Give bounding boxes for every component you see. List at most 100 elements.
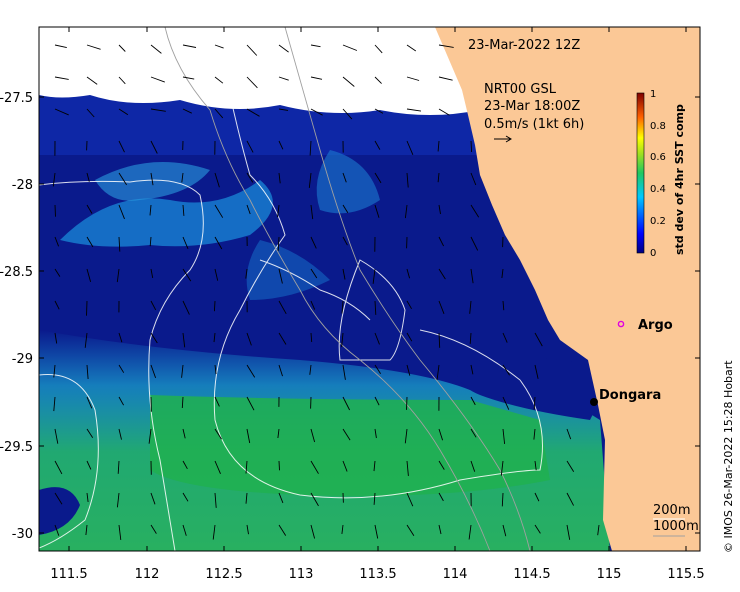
current-vector-arrow (86, 172, 90, 182)
current-vector-arrow (310, 524, 316, 539)
current-vector-arrow (469, 300, 472, 314)
current-vector-arrow (278, 492, 284, 504)
current-vector-arrow (468, 524, 472, 540)
current-vector-arrow (470, 396, 476, 406)
current-vector-arrow (406, 268, 411, 279)
current-vector-arrow (245, 460, 248, 474)
current-vector-arrow (341, 300, 344, 314)
current-time-label: 23-Mar 18:00Z (484, 99, 580, 114)
current-vector-arrow (118, 396, 124, 406)
current-vector-arrow (150, 364, 157, 379)
isobath-legend-200m: 200m (653, 503, 690, 518)
current-vector-arrow (438, 268, 446, 280)
current-vector-arrow (374, 204, 380, 218)
current-vector-arrow (470, 428, 477, 438)
current-vector-arrow (502, 332, 508, 343)
colorbar-tick: 0.4 (650, 184, 666, 195)
current-product-label: NRT00 GSL (484, 82, 557, 97)
current-vector-arrow (310, 44, 321, 48)
current-vector-arrow (406, 460, 409, 476)
current-vector-arrow (342, 396, 351, 411)
x-tick-label: 113.5 (359, 567, 396, 582)
current-vector-arrow (182, 300, 190, 315)
current-vector-arrow (566, 460, 575, 472)
current-vector-arrow (310, 492, 319, 507)
current-vector-arrow (342, 236, 348, 246)
current-vector-arrow (566, 492, 574, 506)
x-axis: 111.5 112 112.5 113 113.5 114 114.5 115 … (50, 27, 705, 582)
current-vector-arrow (54, 236, 60, 247)
current-vector-arrow (534, 332, 543, 347)
current-vector-arrow (214, 396, 220, 407)
land-australia (435, 27, 700, 551)
current-vector-arrow (182, 236, 189, 249)
isobath-line (164, 27, 491, 551)
current-vector-arrow (533, 396, 536, 410)
current-vector-arrow (86, 108, 95, 118)
sst-green-core (150, 395, 550, 496)
current-vector-arrow (310, 236, 317, 249)
current-vector-arrow (438, 492, 444, 502)
current-vector-arrow (406, 44, 417, 52)
current-vector-arrow (374, 44, 383, 54)
current-vector-arrow (149, 204, 152, 216)
current-vector-arrow (214, 44, 224, 49)
current-vector-arrow (470, 172, 477, 186)
current-vector-arrow (182, 492, 189, 502)
sst-eddy-patch (316, 150, 380, 214)
current-vector-arrow (86, 300, 88, 316)
current-vector-arrow (406, 108, 422, 112)
current-vector-arrow (246, 332, 252, 346)
current-vector-arrow (310, 204, 314, 220)
argo-marker-icon (617, 320, 625, 328)
y-axis: -27.5 -28 -28.5 -29 -29.5 -30 (0, 91, 700, 542)
x-tick-label: 111.5 (50, 567, 87, 582)
current-vector-arrow (86, 204, 93, 214)
current-vector-arrow (214, 204, 224, 218)
current-vector-arrow (118, 76, 126, 85)
isobath-line (39, 373, 99, 549)
current-vector-arrow (470, 460, 476, 472)
current-vector-arrow (438, 236, 445, 247)
current-vector-arrow (342, 268, 346, 280)
isobath-line (338, 259, 406, 361)
argo-label: Argo (638, 318, 673, 333)
current-vector-arrow (214, 236, 223, 250)
current-vector-arrow (150, 172, 154, 186)
current-vector-arrow (182, 428, 186, 439)
current-vector-arrow (404, 428, 408, 444)
colorbar-tick: 0.6 (650, 152, 666, 163)
current-vector-arrow (310, 76, 323, 80)
current-vector-arrow (308, 172, 312, 188)
current-vector-arrow (86, 268, 92, 283)
current-vector-arrow (53, 396, 56, 412)
current-vector-arrow (277, 204, 280, 218)
current-vector-arrow (246, 204, 251, 215)
current-vector-arrow (150, 524, 157, 534)
current-vector-arrow (182, 524, 187, 536)
colorbar-gradient (636, 92, 645, 254)
current-vector-arrow (117, 460, 120, 474)
current-vector-arrow (86, 44, 101, 50)
current-vector-arrow (150, 332, 158, 344)
current-vector-arrow (438, 428, 444, 441)
current-vector-arrow (438, 204, 441, 215)
current-vector-arrow (246, 364, 256, 378)
current-vector-arrow (246, 108, 260, 117)
current-vector-arrow (116, 492, 120, 508)
current-vector-arrow (406, 492, 414, 507)
current-vector-arrow (150, 300, 157, 311)
isobath-line (213, 94, 543, 499)
current-vector-arrow (150, 492, 156, 505)
current-vector-arrow (182, 268, 192, 282)
current-vector-arrow (374, 332, 380, 345)
current-vector-arrow (86, 460, 92, 470)
current-vector-arrow (438, 460, 445, 470)
current-vector-arrow (309, 364, 312, 375)
credit-label: © IMOS 26-Mar-2022 15:28 Hobart (722, 360, 735, 553)
current-vector-arrow (438, 108, 450, 116)
current-vector-arrow (438, 332, 441, 348)
current-vector-arrow (278, 460, 280, 471)
current-vector-arrow (470, 204, 480, 218)
